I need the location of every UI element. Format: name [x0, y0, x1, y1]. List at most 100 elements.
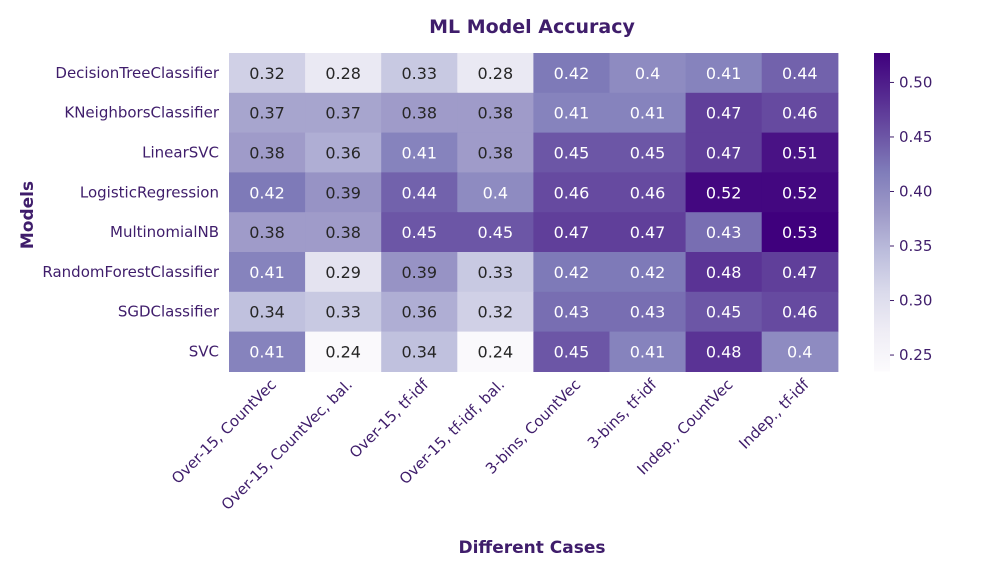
chart-title: ML Model Accuracy	[429, 16, 635, 38]
cell-value-label: 0.45	[554, 343, 590, 362]
heatmap-cell	[381, 132, 458, 173]
colorbar-tick-label: 0.45	[899, 128, 932, 146]
cell-value-label: 0.38	[249, 144, 285, 163]
column-label: Over-15, tf-idf	[346, 375, 433, 462]
cell-value-label: 0.38	[401, 104, 437, 123]
colorbar-tick-label: 0.50	[899, 73, 932, 91]
colorbar-tick-label: 0.30	[899, 292, 932, 310]
heatmap-cell	[685, 172, 763, 213]
heatmap-cell	[229, 132, 306, 173]
cell-value-label: 0.42	[554, 263, 590, 282]
heatmap-cell	[305, 291, 382, 333]
cell-value-label: 0.39	[325, 183, 361, 202]
heatmap-cell	[457, 331, 534, 372]
heatmap-cells: 0.32 0.28 0.33 0.28 0.42 0.4 0.41 0.44 0.37 0.37 0…	[229, 53, 839, 372]
cell-value-label: 0.41	[630, 104, 666, 123]
cell-value-label: 0.37	[325, 104, 361, 123]
heatmap-cell	[305, 92, 382, 134]
cell-value-label: 0.44	[782, 64, 818, 83]
heatmap-cell	[533, 331, 611, 372]
cell-value-label: 0.4	[483, 183, 508, 202]
cell-value-label: 0.42	[630, 263, 666, 282]
heatmap-cell	[381, 291, 458, 333]
heatmap-cell	[685, 212, 763, 253]
row-label: LogisticRegression	[80, 183, 219, 201]
row-labels: DecisionTreeClassifier KNeighborsClassifi…	[42, 64, 219, 361]
heatmap-cell	[381, 172, 458, 213]
cell-value-label: 0.44	[401, 183, 437, 202]
heatmap-cell	[761, 291, 839, 333]
cell-value-label: 0.24	[478, 343, 514, 362]
cell-value-label: 0.33	[478, 263, 514, 282]
heatmap-cell	[609, 92, 687, 134]
cell-value-label: 0.41	[554, 104, 590, 123]
heatmap-cell	[457, 172, 534, 213]
cell-value-label: 0.43	[630, 303, 666, 322]
heatmap-cell	[457, 132, 534, 173]
cell-value-label: 0.37	[249, 104, 285, 123]
heatmap-cell	[305, 212, 382, 253]
heatmap-cell	[305, 53, 382, 94]
cell-value-label: 0.45	[478, 223, 514, 242]
column-label: 3-bins, tf-idf	[584, 375, 661, 452]
cell-value-label: 0.43	[554, 303, 590, 322]
cell-value-label: 0.36	[401, 303, 437, 322]
heatmap-cell	[761, 212, 839, 253]
cell-value-label: 0.41	[401, 144, 437, 163]
cell-value-label: 0.47	[782, 263, 818, 282]
cell-value-label: 0.45	[401, 223, 437, 242]
heatmap-cell	[761, 172, 839, 213]
heatmap-cell	[761, 53, 839, 94]
heatmap-cell	[457, 212, 534, 253]
heatmap-cell	[229, 291, 306, 333]
heatmap-cell	[609, 252, 687, 293]
cell-value-label: 0.34	[401, 343, 437, 362]
cell-value-label: 0.38	[478, 104, 514, 123]
heatmap-cell	[381, 53, 458, 94]
heatmap-cell	[685, 132, 763, 173]
heatmap-cell	[457, 92, 534, 134]
heatmap-cell	[609, 172, 687, 213]
cell-value-label: 0.41	[249, 343, 285, 362]
heatmap-cell	[305, 252, 382, 293]
heatmap-cell	[457, 252, 534, 293]
cell-value-label: 0.47	[554, 223, 590, 242]
colorbar-tick-label: 0.25	[899, 346, 932, 364]
heatmap-cell	[533, 212, 611, 253]
heatmap-cell	[761, 92, 839, 134]
cell-value-label: 0.38	[249, 223, 285, 242]
row-label: SVC	[189, 343, 219, 361]
heatmap-cell	[229, 331, 306, 372]
heatmap-cell	[609, 212, 687, 253]
cell-value-label: 0.33	[325, 303, 361, 322]
heatmap-cell	[533, 132, 611, 173]
cell-value-label: 0.36	[325, 144, 361, 163]
cell-value-label: 0.45	[630, 144, 666, 163]
heatmap-cell	[533, 172, 611, 213]
colorbar-ticks: 0.25 0.30 0.35 0.40 0.45 0.50	[890, 73, 932, 364]
heatmap-cell	[685, 331, 763, 372]
cell-value-label: 0.43	[706, 223, 742, 242]
cell-value-label: 0.38	[478, 144, 514, 163]
cell-value-label: 0.33	[401, 64, 437, 83]
row-label: MultinomialNB	[110, 223, 219, 241]
heatmap-cell	[305, 172, 382, 213]
heatmap-cell	[609, 291, 687, 333]
cell-value-label: 0.38	[325, 223, 361, 242]
cell-value-label: 0.42	[249, 183, 285, 202]
row-label: DecisionTreeClassifier	[55, 64, 219, 82]
colorbar	[874, 53, 890, 372]
heatmap-cell	[609, 53, 687, 94]
row-label: SGDClassifier	[118, 303, 220, 321]
heatmap-cell	[533, 252, 611, 293]
cell-value-label: 0.46	[554, 183, 590, 202]
cell-value-label: 0.39	[401, 263, 437, 282]
row-label: LinearSVC	[142, 144, 219, 162]
colorbar-tick-label: 0.40	[899, 182, 932, 200]
heatmap-cell	[229, 172, 306, 213]
cell-value-label: 0.41	[706, 64, 742, 83]
cell-value-label: 0.45	[706, 303, 742, 322]
cell-value-label: 0.53	[782, 223, 818, 242]
x-axis-title: Different Cases	[458, 538, 605, 558]
